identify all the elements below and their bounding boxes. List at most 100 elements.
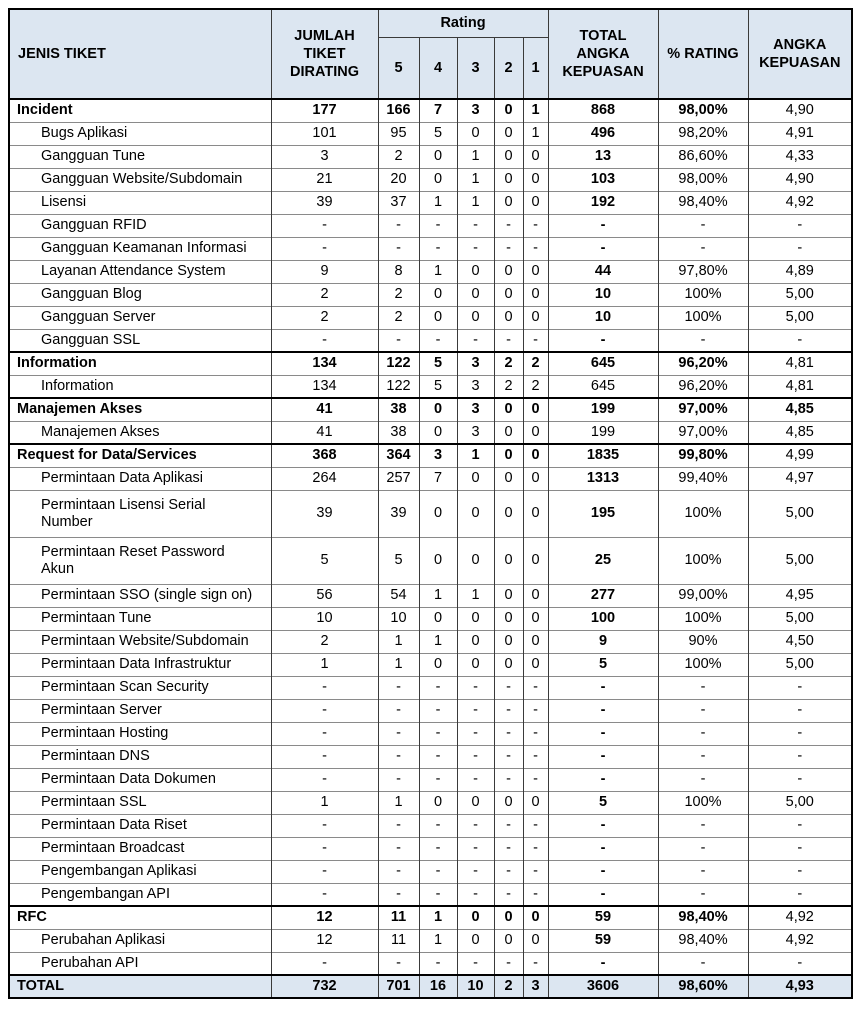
cell-rating-1: 1 <box>522 98 549 122</box>
cell-angka-kepuasan: 4,81 <box>747 351 853 375</box>
cell-rating-1: 0 <box>522 928 549 952</box>
cell-rating-5: 10 <box>377 606 420 630</box>
cell-jumlah-tiket-dirating: 101 <box>270 121 379 145</box>
col-header-rating-3: 3 <box>456 36 495 100</box>
cell-rating-1: 0 <box>522 282 549 306</box>
cell-total-angka-kepuasan: 645 <box>547 351 659 375</box>
cell-jenis-tiket: Gangguan Blog <box>8 282 272 306</box>
cell-rating-1: 0 <box>522 489 549 537</box>
cell-jumlah-tiket-dirating: 5 <box>270 536 379 584</box>
table-row: Manajemen Akses 41 38 0 3 0 0 199 97,00%… <box>8 397 853 421</box>
cell-rating-5: 257 <box>377 466 420 490</box>
cell-rating-1: 0 <box>522 443 549 467</box>
cell-total-angka-kepuasan: - <box>547 744 659 768</box>
cell-jenis-tiket: Pengembangan API <box>8 882 272 906</box>
cell-total-angka-kepuasan: - <box>547 698 659 722</box>
cell-rating-2: 2 <box>493 974 524 998</box>
cell-jumlah-tiket-dirating: 39 <box>270 489 379 537</box>
cell-rating-2: 0 <box>493 167 524 191</box>
cell-jumlah-tiket-dirating: - <box>270 213 379 237</box>
cell-angka-kepuasan: 4,92 <box>747 190 853 214</box>
cell-pct-rating: 98,20% <box>657 121 749 145</box>
cell-pct-rating: 100% <box>657 652 749 676</box>
cell-rating-2: - <box>493 882 524 906</box>
cell-pct-rating: 96,20% <box>657 351 749 375</box>
cell-rating-1: 0 <box>522 190 549 214</box>
cell-rating-2: - <box>493 675 524 699</box>
cell-jenis-tiket: Request for Data/Services <box>8 443 272 467</box>
table-row: Request for Data/Services 368 364 3 1 0 … <box>8 443 853 467</box>
cell-angka-kepuasan: 5,00 <box>747 489 853 537</box>
cell-rating-1: - <box>522 698 549 722</box>
cell-rating-3: - <box>456 213 495 237</box>
cell-total-angka-kepuasan: - <box>547 213 659 237</box>
cell-jenis-tiket: Bugs Aplikasi <box>8 121 272 145</box>
cell-rating-2: 0 <box>493 259 524 283</box>
cell-rating-4: - <box>418 213 458 237</box>
cell-rating-5: - <box>377 213 420 237</box>
report-page: JENIS TIKET JUMLAH TIKET DIRATING Rating… <box>8 8 853 999</box>
cell-angka-kepuasan: 4,33 <box>747 144 853 168</box>
cell-angka-kepuasan: - <box>747 675 853 699</box>
cell-total-angka-kepuasan: 13 <box>547 144 659 168</box>
cell-rating-2: - <box>493 213 524 237</box>
cell-pct-rating: 100% <box>657 606 749 630</box>
cell-jumlah-tiket-dirating: 3 <box>270 144 379 168</box>
table-row: Permintaan Scan Security - - - - - - - -… <box>8 675 853 699</box>
cell-angka-kepuasan: - <box>747 951 853 975</box>
table-row: Gangguan Server 2 2 0 0 0 0 10 100% 5,00 <box>8 305 853 329</box>
cell-rating-3: 1 <box>456 190 495 214</box>
col-header-angka-kepuasan: ANGKA KEPUASAN <box>747 8 853 100</box>
cell-jumlah-tiket-dirating: - <box>270 951 379 975</box>
cell-jumlah-tiket-dirating: 2 <box>270 305 379 329</box>
cell-rating-2: 0 <box>493 652 524 676</box>
cell-pct-rating: 98,40% <box>657 905 749 929</box>
cell-jenis-tiket: Permintaan Scan Security <box>8 675 272 699</box>
cell-jenis-tiket: Permintaan Data Riset <box>8 813 272 837</box>
cell-rating-2: 0 <box>493 629 524 653</box>
cell-rating-3: 0 <box>456 489 495 537</box>
cell-rating-1: - <box>522 744 549 768</box>
cell-rating-1: - <box>522 836 549 860</box>
cell-jenis-tiket: Perubahan Aplikasi <box>8 928 272 952</box>
cell-rating-1: - <box>522 236 549 260</box>
cell-rating-1: - <box>522 859 549 883</box>
cell-rating-1: 0 <box>522 466 549 490</box>
cell-rating-5: 8 <box>377 259 420 283</box>
cell-jumlah-tiket-dirating: 9 <box>270 259 379 283</box>
cell-rating-1: 0 <box>522 790 549 814</box>
table-row: Permintaan SSO (single sign on) 56 54 1 … <box>8 583 853 607</box>
cell-rating-4: - <box>418 836 458 860</box>
cell-angka-kepuasan: 4,92 <box>747 905 853 929</box>
cell-rating-5: 11 <box>377 928 420 952</box>
cell-rating-3: - <box>456 236 495 260</box>
cell-rating-3: 0 <box>456 928 495 952</box>
cell-rating-4: 0 <box>418 489 458 537</box>
table-row: Gangguan Keamanan Informasi - - - - - - … <box>8 236 853 260</box>
cell-rating-5: 2 <box>377 144 420 168</box>
cell-jumlah-tiket-dirating: 39 <box>270 190 379 214</box>
table-row: Gangguan SSL - - - - - - - - - <box>8 328 853 352</box>
cell-rating-4: 0 <box>418 652 458 676</box>
cell-angka-kepuasan: 4,85 <box>747 397 853 421</box>
cell-rating-4: 1 <box>418 629 458 653</box>
cell-angka-kepuasan: 5,00 <box>747 536 853 584</box>
cell-rating-3: 10 <box>456 974 495 998</box>
cell-jenis-tiket: Permintaan Server <box>8 698 272 722</box>
cell-pct-rating: 98,40% <box>657 190 749 214</box>
col-header-pct-rating: % RATING <box>657 8 749 100</box>
cell-pct-rating: 99,80% <box>657 443 749 467</box>
cell-total-angka-kepuasan: 100 <box>547 606 659 630</box>
cell-jenis-tiket: Gangguan Tune <box>8 144 272 168</box>
cell-rating-3: 0 <box>456 790 495 814</box>
cell-jumlah-tiket-dirating: - <box>270 744 379 768</box>
cell-angka-kepuasan: - <box>747 328 853 352</box>
cell-rating-5: - <box>377 767 420 791</box>
cell-pct-rating: 99,40% <box>657 466 749 490</box>
cell-rating-2: - <box>493 767 524 791</box>
table-row: Perubahan Aplikasi 12 11 1 0 0 0 59 98,4… <box>8 928 853 952</box>
cell-pct-rating: 86,60% <box>657 144 749 168</box>
cell-total-angka-kepuasan: - <box>547 721 659 745</box>
cell-rating-1: 0 <box>522 905 549 929</box>
cell-rating-1: - <box>522 813 549 837</box>
